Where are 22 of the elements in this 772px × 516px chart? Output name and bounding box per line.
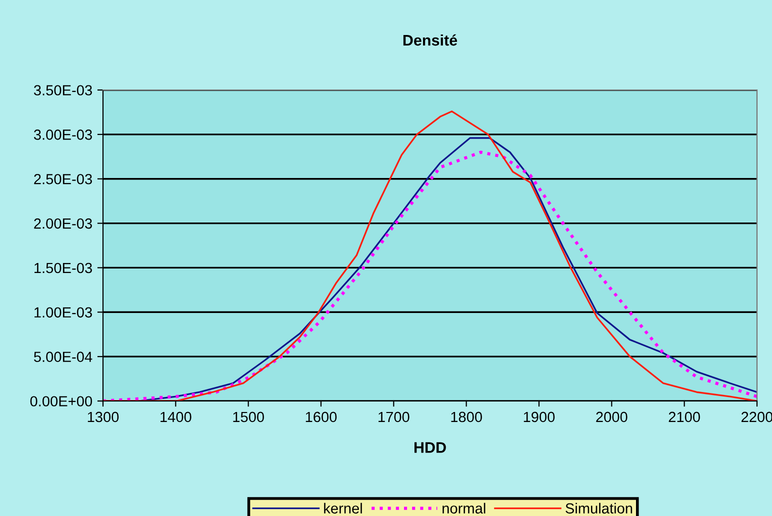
y-tick-label: 5.00E-04 [34, 352, 92, 362]
y-tick-label: 1.00E-03 [34, 307, 92, 318]
y-tick-label: 2.50E-03 [34, 174, 92, 184]
x-tick-label: 2100 [668, 412, 700, 422]
x-tick-label: 1300 [88, 412, 119, 422]
y-tick-label: 3.50E-03 [34, 85, 92, 96]
legend-label: normal [442, 502, 486, 514]
x-axis-title: HDD [414, 442, 446, 453]
y-tick-label: 2.00E-03 [34, 218, 92, 229]
y-tick-label: 1.50E-03 [34, 262, 92, 274]
legend-label: kernel [324, 502, 362, 514]
x-tick-label: 1700 [378, 412, 410, 422]
chart-title: Densité [403, 34, 458, 46]
x-tick-label: 2000 [596, 412, 628, 422]
y-tick-label: 0.00E+00 [30, 396, 92, 406]
x-tick-label: 1400 [160, 412, 192, 422]
y-tick-label: 3.00E-03 [34, 130, 92, 140]
x-tick-label: 1800 [451, 412, 482, 422]
x-tick-label: 1600 [306, 412, 337, 422]
x-tick-label: 1900 [524, 412, 555, 422]
x-tick-label: 1500 [233, 412, 264, 422]
legend-label: Simulation [566, 502, 632, 514]
